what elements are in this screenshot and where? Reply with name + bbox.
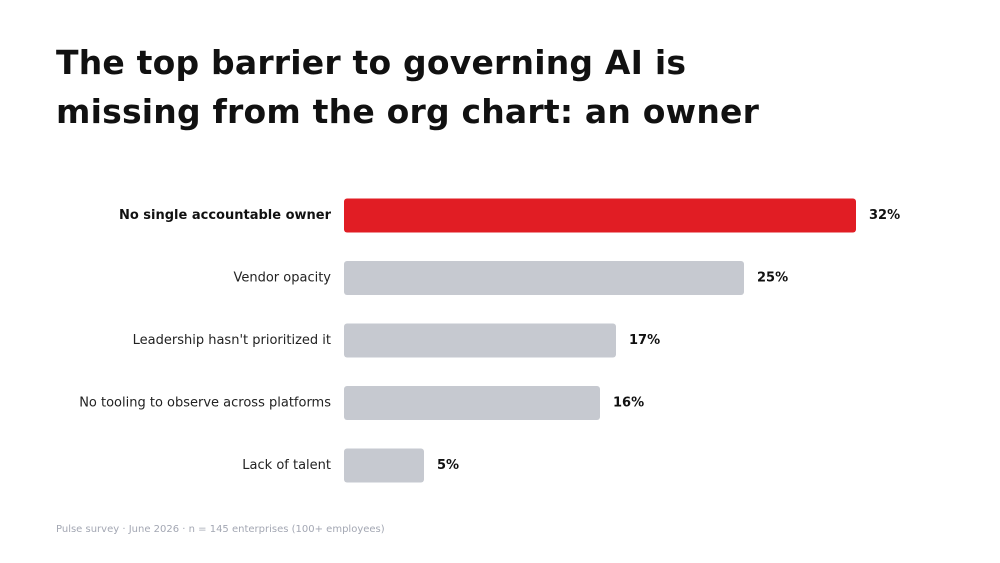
category-label: No tooling to observe across platforms: [79, 396, 331, 411]
bar: [344, 323, 616, 358]
category-label: Leadership hasn't prioritized it: [133, 333, 331, 348]
value-label: 17%: [629, 333, 660, 348]
chart-title-line-1: The top barrier to governing AI is: [56, 43, 687, 82]
chart-title-line-2: missing from the org chart: an owner: [56, 92, 760, 131]
bar: [344, 261, 744, 295]
bar: [344, 448, 424, 483]
value-label: 32%: [869, 208, 900, 223]
value-label: 16%: [613, 396, 644, 411]
value-label: 5%: [437, 458, 459, 473]
value-label: 25%: [757, 271, 788, 286]
category-label: Lack of talent: [242, 458, 331, 473]
footnote: Pulse survey · June 2026 · n = 145 enter…: [56, 524, 385, 535]
bar-highlighted: [344, 198, 856, 233]
category-label: Vendor opacity: [233, 271, 331, 286]
category-label: No single accountable owner: [119, 208, 332, 223]
chart-title: The top barrier to governing AI is missi…: [56, 38, 956, 136]
bar: [344, 386, 600, 420]
